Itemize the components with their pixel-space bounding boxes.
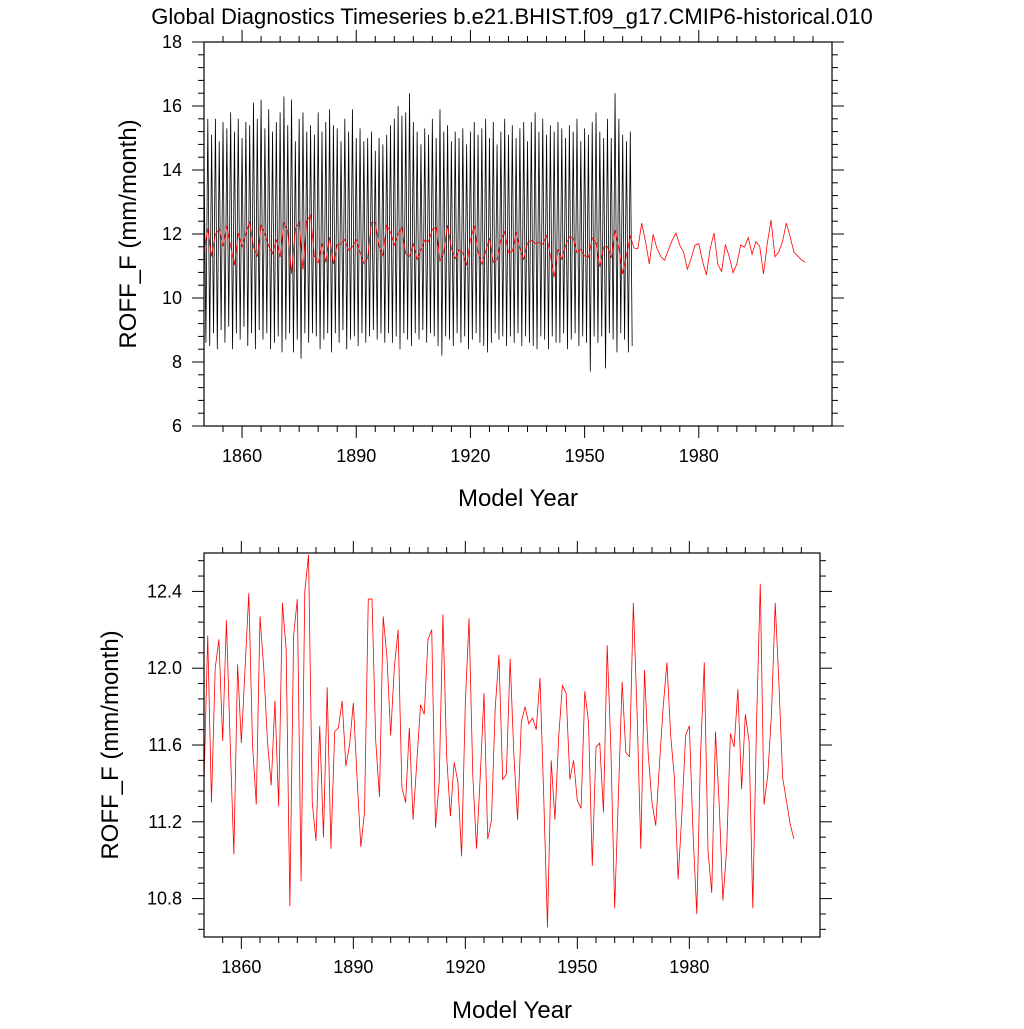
y-tick-label: 11.2 <box>148 812 182 832</box>
y-tick-label: 10.8 <box>147 889 182 909</box>
y-tick-label: 18 <box>162 32 182 52</box>
x-tick-label: 1920 <box>445 957 485 977</box>
y-tick-label: 16 <box>162 96 182 116</box>
x-tick-label: 1920 <box>450 446 490 466</box>
x-tick-label: 1860 <box>221 957 261 977</box>
x-tick-label: 1980 <box>669 957 709 977</box>
x-tick-label: 1950 <box>557 957 597 977</box>
y-tick-label: 8 <box>172 352 182 372</box>
x-tick-label: 1860 <box>222 446 262 466</box>
series-line-monthly <box>204 93 633 372</box>
x-tick-label: 1950 <box>565 446 605 466</box>
series-line-annual <box>204 213 806 278</box>
x-tick-label: 1890 <box>333 957 373 977</box>
y-tick-label: 12.4 <box>147 581 182 601</box>
panel-monthly: 1860 1890 1920 1950 1980 6 8 10 12 14 16 18 Model Ye… <box>115 30 844 512</box>
y-axis-title: ROFF_F (mm/month) <box>115 119 142 348</box>
y-tick-label: 11.6 <box>148 735 182 755</box>
x-axis-title: Model Year <box>452 997 572 1024</box>
x-tick-label: 1980 <box>679 446 719 466</box>
y-tick-label: 10 <box>162 288 182 308</box>
figure-title: Global Diagnostics Timeseries b.e21.BHIS… <box>151 4 872 29</box>
y-tick-label: 12 <box>162 224 182 244</box>
series-line-annual <box>204 554 795 928</box>
x-tick-label: 1890 <box>336 446 376 466</box>
y-tick-label: 6 <box>172 416 182 436</box>
y-tick-label: 14 <box>162 160 182 180</box>
x-axis-title: Model Year <box>458 485 578 512</box>
y-tick-label: 12.0 <box>147 658 182 678</box>
y-axis-title: ROFF_F (mm/month) <box>97 630 124 859</box>
panel-annual: 1860 1890 1920 1950 1980 10.8 11.2 11.6 12.0 12.4… <box>97 541 832 1024</box>
